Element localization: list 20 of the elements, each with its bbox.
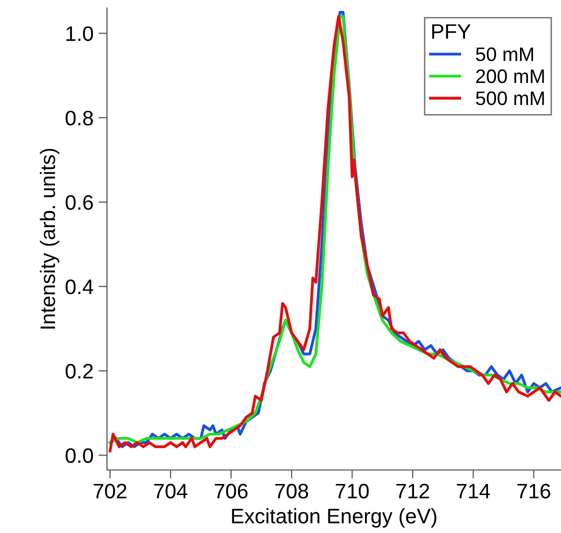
x-tick-label: 706 (214, 484, 248, 498)
legend-title: PFY (432, 24, 471, 39)
x-tick-label: 716 (517, 484, 550, 498)
legend-label: 50 mM (476, 47, 534, 62)
x-tick-label: 710 (336, 484, 369, 498)
y-tick-label: 0.2 (66, 364, 93, 379)
x-tick-label: 704 (154, 484, 188, 498)
x-tick-label: 712 (396, 484, 430, 498)
y-tick-label: 1.0 (66, 26, 93, 42)
y-axis-title: Intensity (arb. units) (40, 148, 60, 329)
y-tick-label: 0.4 (66, 279, 94, 294)
x-axis-title: Excitation Energy (eV) (232, 508, 436, 528)
y-tick-label: 0.0 (66, 448, 93, 463)
x-tick-label: 708 (275, 484, 308, 498)
x-tick-label: 702 (94, 484, 126, 498)
legend-label: 200 mM (476, 69, 544, 84)
legend-label: 500 mM (476, 91, 544, 106)
y-tick-label: 0.6 (66, 195, 93, 210)
y-tick-label: 0.8 (66, 110, 93, 126)
x-tick-label: 714 (456, 484, 490, 498)
